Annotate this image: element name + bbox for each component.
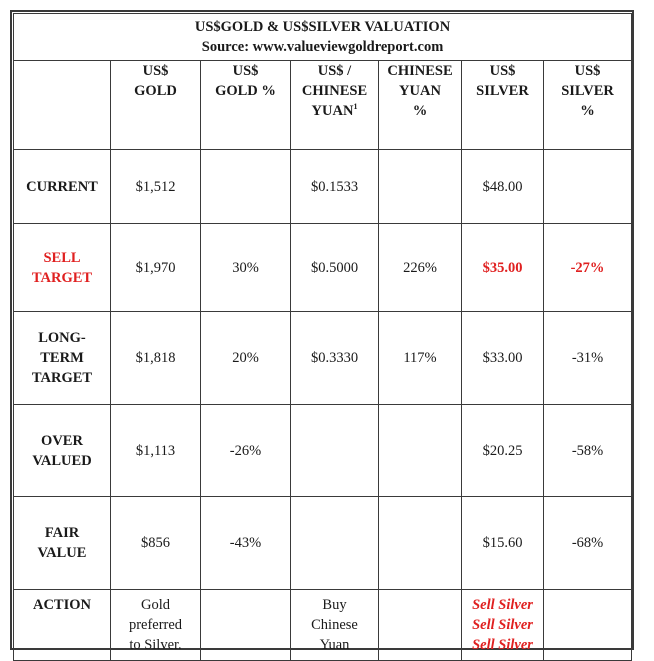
row-label-current: CURRENT: [13, 149, 111, 224]
row-label-text: OVER: [41, 432, 83, 449]
cell-yuan: [290, 404, 379, 497]
row-label-text: LONG-: [38, 330, 86, 346]
row-label-text: TARGET: [31, 269, 93, 286]
action-text: Chinese: [311, 617, 358, 633]
header-row: US$ GOLD US$ GOLD % US$ / CHINESE YUAN1 …: [13, 60, 633, 150]
header-text: YUAN: [311, 103, 354, 119]
header-us-silver: US$ SILVER: [461, 60, 544, 150]
table-row-fair-value: FAIR VALUE $856 -43% $15.60 -68%: [13, 496, 633, 590]
header-text: %: [580, 103, 595, 119]
action-text-red: Sell Silver: [472, 597, 533, 613]
header-text: US$: [232, 63, 259, 79]
cell-yuan-pct: 117%: [378, 311, 462, 405]
cell-gold: $1,113: [110, 404, 201, 497]
header-text: SILVER: [476, 83, 529, 99]
cell-gold-pct: -26%: [200, 404, 291, 497]
cell-gold-pct: -43%: [200, 496, 291, 590]
cell-action-gold-pct: [200, 589, 291, 661]
cell-gold-pct: [200, 149, 291, 224]
table-row-over-valued: OVER VALUED $1,113 -26% $20.25 -58%: [13, 404, 633, 497]
action-text-red: Sell Silver: [472, 617, 533, 633]
row-label-text: TARGET: [31, 370, 93, 386]
action-text: Buy: [322, 597, 347, 613]
cell-gold: $856: [110, 496, 201, 590]
row-label-fair-value: FAIR VALUE: [13, 496, 111, 590]
table-row-current: CURRENT $1,512 $0.1533 $48.00: [13, 149, 633, 224]
cell-yuan-pct: [378, 496, 462, 590]
header-us-chinese-yuan: US$ / CHINESE YUAN1: [290, 60, 379, 150]
cell-gold: $1,818: [110, 311, 201, 405]
action-text: to Silver.: [129, 637, 182, 653]
row-label-text: SELL: [43, 249, 81, 266]
row-label-text: CURRENT: [26, 178, 98, 195]
header-text: GOLD: [134, 83, 177, 99]
header-text: GOLD %: [215, 83, 276, 99]
cell-action-yuan-pct: [378, 589, 462, 661]
cell-yuan: $0.5000: [290, 223, 379, 312]
cell-silver: $33.00: [461, 311, 544, 405]
header-text: CHINESE: [387, 63, 453, 79]
row-label-text: VALUED: [32, 452, 92, 469]
header-chinese-yuan-pct: CHINESE YUAN %: [378, 60, 462, 150]
cell-gold-pct: 20%: [200, 311, 291, 405]
row-label-long-term-target: LONG- TERM TARGET: [13, 311, 111, 405]
cell-silver-pct: -58%: [542, 404, 633, 497]
cell-gold: $1,512: [110, 149, 201, 224]
footnote-mark: 1: [353, 102, 358, 112]
header-text: US$ /: [317, 63, 352, 79]
header-text-with-footnote: YUAN1: [291, 101, 378, 121]
cell-action-gold: Gold preferred to Silver.: [110, 589, 201, 661]
header-text: %: [412, 103, 428, 119]
cell-silver-pct: -68%: [542, 496, 633, 590]
header-text: US$: [574, 63, 601, 79]
cell-gold-pct: 30%: [200, 223, 291, 312]
cell-action-yuan: Buy Chinese Yuan: [290, 589, 379, 661]
header-us-gold: US$ GOLD: [110, 60, 201, 150]
header-text: SILVER: [561, 83, 614, 99]
table-title: US$GOLD & US$SILVER VALUATION: [194, 19, 451, 35]
action-text: preferred: [128, 617, 183, 633]
header-text: YUAN: [399, 83, 441, 99]
cell-silver: $48.00: [461, 149, 544, 224]
header-text: US$: [142, 63, 169, 79]
table-row-action: ACTION Gold preferred to Silver. Buy Chi…: [13, 589, 633, 661]
cell-action-silver-pct: [542, 589, 633, 661]
action-text-red: Sell Silver: [472, 637, 533, 653]
valuation-table: US$GOLD & US$SILVER VALUATION Source: ww…: [12, 13, 633, 661]
cell-yuan-pct: 226%: [378, 223, 462, 312]
table-source: Source: www.valueviewgoldreport.com: [201, 39, 444, 55]
cell-silver: $35.00: [461, 223, 544, 312]
cell-gold: $1,970: [110, 223, 201, 312]
header-empty: [13, 60, 111, 150]
row-label-action: ACTION: [13, 589, 111, 661]
header-text: CHINESE: [301, 83, 368, 99]
action-text: Gold: [141, 597, 170, 613]
header-us-gold-pct: US$ GOLD %: [200, 60, 291, 150]
cell-yuan-pct: [378, 149, 462, 224]
table-row-long-term-target: LONG- TERM TARGET $1,818 20% $0.3330 117…: [13, 311, 633, 405]
row-label-text: FAIR: [44, 525, 80, 541]
cell-yuan-pct: [378, 404, 462, 497]
row-label-over-valued: OVER VALUED: [13, 404, 111, 497]
row-label-text: VALUE: [37, 545, 87, 561]
cell-silver-pct: -31%: [542, 311, 633, 405]
row-label-text: TERM: [40, 350, 84, 366]
cell-yuan: $0.3330: [290, 311, 379, 405]
cell-silver-pct: -27%: [542, 223, 633, 312]
action-text: Yuan: [319, 637, 350, 653]
cell-silver-pct: [542, 149, 633, 224]
cell-silver: $15.60: [461, 496, 544, 590]
table-title-cell: US$GOLD & US$SILVER VALUATION Source: ww…: [12, 13, 633, 61]
cell-silver: $20.25: [461, 404, 544, 497]
row-label-sell-target: SELL TARGET: [13, 223, 111, 312]
table-row-sell-target: SELL TARGET $1,970 30% $0.5000 226% $35.…: [13, 223, 633, 312]
cell-yuan: $0.1533: [290, 149, 379, 224]
cell-action-silver: Sell Silver Sell Silver Sell Silver: [461, 589, 544, 661]
header-us-silver-pct: US$ SILVER %: [542, 60, 633, 150]
header-text: US$: [489, 63, 516, 79]
cell-yuan: [290, 496, 379, 590]
